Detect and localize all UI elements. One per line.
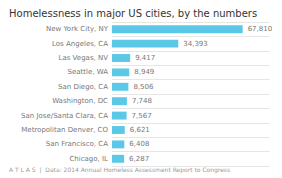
svg-text:Metropolitan Denver, CO: Metropolitan Denver, CO [21,126,108,134]
svg-text:Washington, DC: Washington, DC [52,97,108,105]
svg-text:San Francisco, CA: San Francisco, CA [46,140,108,148]
svg-text:6,287: 6,287 [129,155,149,163]
svg-text:Los Angeles, CA: Los Angeles, CA [52,40,108,48]
svg-text:7,748: 7,748 [132,97,152,105]
svg-text:8,949: 8,949 [134,68,154,76]
svg-text:Chicago, IL: Chicago, IL [69,155,108,163]
svg-text:7,567: 7,567 [132,112,152,120]
svg-text:San Jose/Santa Clara, CA: San Jose/Santa Clara, CA [21,112,108,120]
svg-text:8,506: 8,506 [133,83,154,91]
svg-text:6,408: 6,408 [129,140,149,148]
svg-text:New York City, NY: New York City, NY [46,25,109,33]
svg-text:67,810: 67,810 [248,25,273,33]
svg-text:San Diego, CA: San Diego, CA [58,83,108,91]
svg-text:9,417: 9,417 [135,54,155,62]
svg-text:A T L A S | Data: 2014 Annua: A T L A S | Data: 2014 Annual Homeless A… [9,166,230,174]
svg-text:Seattle, WA: Seattle, WA [67,68,108,76]
svg-text:Homelessness in major US citie: Homelessness in major US cities, by the … [9,8,257,19]
svg-text:6,621: 6,621 [130,126,150,134]
svg-text:Las Vegas, NV: Las Vegas, NV [59,54,109,62]
svg-text:34,393: 34,393 [183,40,208,48]
